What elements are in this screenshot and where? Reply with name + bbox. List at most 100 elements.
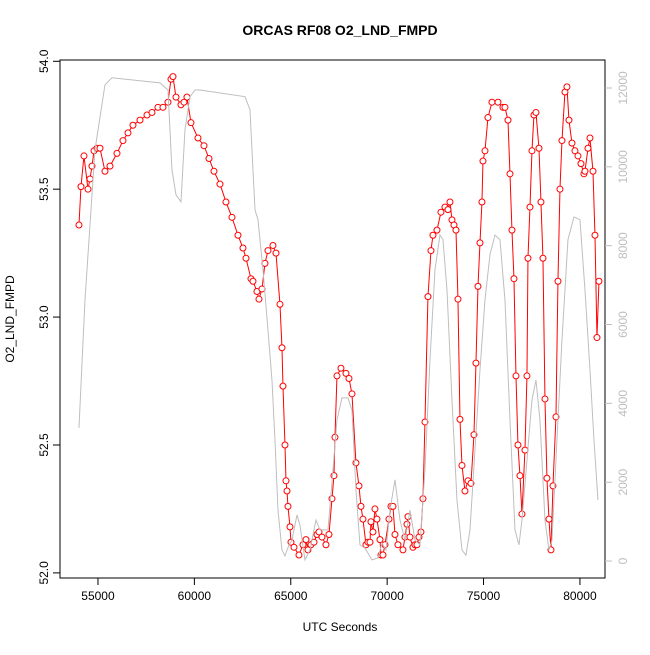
data-point (239, 244, 247, 252)
data-point (355, 482, 363, 490)
data-point (119, 137, 127, 145)
data-point (595, 277, 603, 285)
data-point (478, 198, 486, 206)
data-point (376, 536, 384, 544)
data-point (249, 277, 257, 285)
data-point (479, 157, 487, 165)
data-point (541, 395, 549, 403)
data-point (554, 277, 562, 285)
y2-tick-label: 6000 (616, 311, 630, 338)
data-point (528, 147, 536, 155)
data-point (373, 515, 381, 523)
data-point (444, 206, 452, 214)
data-point (113, 149, 121, 157)
data-point (367, 518, 375, 526)
data-point (516, 472, 524, 480)
data-point (391, 531, 399, 539)
data-point (106, 162, 114, 170)
y-tick-label: 53.5 (37, 177, 51, 201)
data-point (452, 226, 460, 234)
data-point (284, 502, 292, 510)
data-point (172, 93, 180, 101)
data-point (295, 551, 303, 559)
data-point (169, 73, 177, 81)
x-tick-label: 60000 (178, 589, 212, 603)
data-point (337, 364, 345, 372)
data-point (504, 116, 512, 124)
data-point (75, 221, 83, 229)
y2-tick-label: 12000 (616, 71, 630, 105)
data-point (286, 523, 294, 531)
data-point (84, 185, 92, 193)
data-point (494, 98, 502, 106)
data-point (342, 369, 350, 377)
data-point (272, 249, 280, 257)
data-point (424, 293, 432, 301)
data-point (427, 247, 435, 255)
y2-series-line (78, 77, 599, 562)
data-point (194, 134, 202, 142)
y-tick-label: 52.0 (37, 561, 51, 585)
data-point (348, 390, 356, 398)
data-point (433, 226, 441, 234)
data-point (269, 241, 277, 249)
data-point (357, 502, 365, 510)
data-point (281, 441, 289, 449)
data-point (437, 208, 445, 216)
data-point (222, 198, 230, 206)
data-point (484, 114, 492, 122)
y2-tick-label: 8000 (616, 232, 630, 259)
data-point (279, 382, 287, 390)
chart-title: ORCAS RF08 O2_LND_FMPD (242, 22, 437, 38)
data-point (429, 231, 437, 239)
data-point (187, 119, 195, 127)
data-point (506, 170, 514, 178)
data-point (180, 98, 188, 106)
data-point (586, 134, 594, 142)
data-point (86, 175, 94, 183)
y2-tick-label: 0 (616, 557, 630, 564)
data-point (565, 116, 573, 124)
data-point (456, 415, 464, 423)
data-point (282, 477, 290, 485)
y2-tick-label: 2000 (616, 469, 630, 496)
data-point (366, 538, 374, 546)
data-point (333, 372, 341, 380)
data-point (96, 144, 104, 152)
data-point (389, 502, 397, 510)
data-point (523, 372, 531, 380)
data-point (577, 160, 585, 168)
data-point (524, 254, 532, 262)
data-point (539, 254, 547, 262)
data-point (591, 231, 599, 239)
x-tick-label: 55000 (81, 589, 115, 603)
data-point (556, 185, 564, 193)
data-point (563, 83, 571, 91)
data-point (568, 139, 576, 147)
data-point (404, 513, 412, 521)
x-tick-label: 75000 (467, 589, 501, 603)
data-point (571, 147, 579, 155)
data-point (205, 154, 213, 162)
data-point (290, 543, 298, 551)
y2-tick-label: 10000 (616, 150, 630, 184)
data-point (328, 495, 336, 503)
data-point (501, 103, 509, 111)
data-point (454, 295, 462, 303)
data-point (399, 546, 407, 554)
data-point (148, 108, 156, 116)
x-tick-label: 80000 (563, 589, 597, 603)
data-point (101, 167, 109, 175)
data-point (581, 167, 589, 175)
x-tick-label: 65000 (274, 589, 308, 603)
data-point (315, 528, 323, 536)
data-point (283, 487, 291, 495)
data-point (276, 300, 284, 308)
data-point (552, 413, 560, 421)
data-point (359, 515, 367, 523)
data-point (458, 461, 466, 469)
x-axis-label: UTC Seconds (303, 620, 378, 634)
data-point (474, 282, 482, 290)
